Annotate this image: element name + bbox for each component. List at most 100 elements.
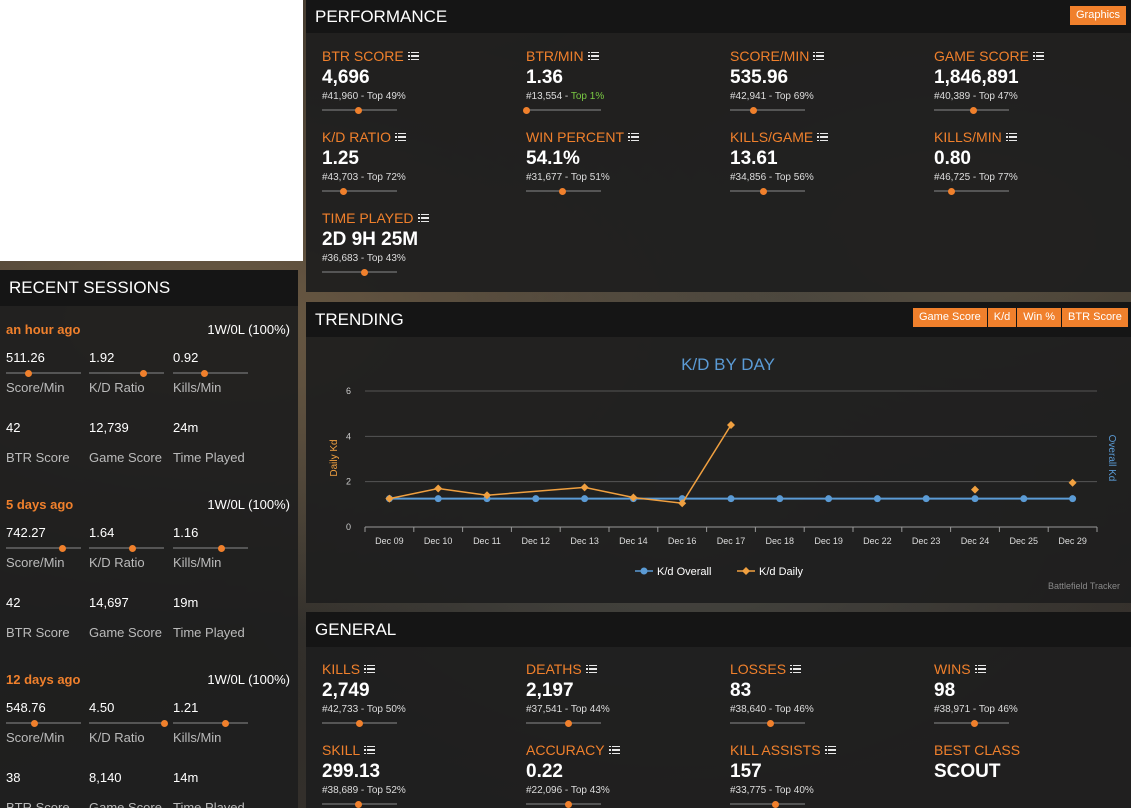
tab-game-score[interactable]: Game Score: [913, 308, 987, 327]
x-tick-label: Dec 13: [570, 536, 599, 546]
point-kd-daily[interactable]: [483, 491, 491, 500]
list-icon[interactable]: [628, 132, 639, 142]
list-icon[interactable]: [813, 51, 825, 61]
stat-value: 1,846,891: [934, 67, 1019, 88]
list-icon[interactable]: [585, 664, 597, 674]
session-stat-bar: [6, 544, 81, 552]
rank-top-percent: Top 47%: [978, 91, 1018, 102]
point-kd-overall[interactable]: [825, 495, 833, 503]
point-kd-daily[interactable]: [580, 483, 589, 492]
chart-grid: 0 2 4 6 Dec 09 Dec 10 Dec 11 Dec 12 Dec 13 Dec 14…: [346, 386, 1098, 546]
rank-number: #42,733: [322, 704, 359, 715]
legend-label-kd-daily[interactable]: K/d Daily: [759, 566, 804, 578]
point-kd-overall[interactable]: [727, 495, 735, 503]
point-kd-overall[interactable]: [971, 495, 979, 503]
list-icon[interactable]: [974, 664, 986, 674]
point-kd-overall[interactable]: [776, 495, 784, 503]
x-tick-label: Dec 16: [668, 536, 697, 546]
stat-deaths: DEATHS 2,197 #37,541 - Top 44%: [526, 661, 706, 727]
list-icon[interactable]: [1032, 51, 1044, 61]
point-kd-daily[interactable]: [971, 485, 979, 494]
list-icon[interactable]: [394, 132, 406, 142]
session-stat-label: Game Score: [89, 800, 162, 808]
session-stat-label: Kills/Min: [173, 555, 222, 570]
list-icon[interactable]: [1005, 132, 1017, 142]
rank-top-percent: Top 46%: [978, 704, 1018, 715]
tab-btr-score[interactable]: BTR Score: [1062, 308, 1128, 327]
session-stat-time-played: 14m Time Played: [173, 770, 253, 808]
list-icon[interactable]: [790, 664, 802, 674]
list-icon[interactable]: [364, 664, 376, 674]
point-kd-daily[interactable]: [434, 484, 443, 493]
rank-number: #37,541: [526, 704, 563, 715]
session-stat-btr-score: 38 BTR Score: [6, 770, 86, 808]
session-stat-value: 1.21: [173, 700, 199, 715]
session-result: 1W/0L (100%): [207, 322, 290, 337]
point-kd-daily[interactable]: [385, 494, 394, 503]
point-kd-daily[interactable]: [727, 421, 735, 429]
list-icon[interactable]: [608, 745, 620, 755]
rank-top-percent: Top 51%: [570, 172, 610, 183]
point-kd-daily[interactable]: [1068, 478, 1077, 487]
rank-top-percent: Top 44%: [570, 704, 610, 715]
rank-bar: [322, 268, 397, 276]
rank-marker: [354, 800, 362, 808]
stat-rank: #22,096 - Top 43%: [526, 785, 610, 796]
session-stat-value: 1.16: [173, 525, 199, 540]
rank-number: #13,554: [526, 91, 563, 102]
point-kd-overall[interactable]: [1020, 495, 1028, 503]
list-icon[interactable]: [364, 745, 376, 755]
rank-top-percent: Top 1%: [570, 91, 605, 102]
stat-label-text: KILLS/GAME: [730, 129, 814, 145]
stat-label: KILLS/MIN: [934, 129, 1114, 145]
stat-rank: #38,689 - Top 52%: [322, 785, 406, 796]
session-stat-label: K/D Ratio: [89, 380, 145, 395]
x-tick-label: Dec 14: [619, 536, 648, 546]
rank-bar: [322, 106, 397, 114]
tab-kd[interactable]: K/d: [987, 308, 1017, 327]
legend-label-kd-overall[interactable]: K/d Overall: [657, 566, 711, 578]
rank-bar: [526, 187, 601, 195]
x-tick-label: Dec 09: [375, 536, 404, 546]
stat-value: 13.61: [730, 148, 778, 169]
list-icon[interactable]: [407, 51, 419, 61]
session-stat-value: 1.64: [89, 525, 115, 540]
stat-label-text: KILLS/MIN: [934, 129, 1002, 145]
point-kd-overall[interactable]: [434, 495, 442, 503]
performance-title: PERFORMANCE: [315, 6, 448, 26]
point-kd-daily[interactable]: [629, 493, 638, 502]
stat-label: TIME PLAYED: [322, 210, 502, 226]
session-stat-marker: [31, 719, 38, 727]
point-kd-overall[interactable]: [581, 495, 589, 503]
list-icon[interactable]: [817, 132, 829, 142]
tab-win-percent[interactable]: Win %: [1017, 308, 1062, 327]
point-kd-daily[interactable]: [678, 499, 687, 508]
rank-marker: [361, 268, 369, 276]
session-stat-btr-score: 42 BTR Score: [6, 595, 86, 640]
stat-label: LOSSES: [730, 661, 910, 677]
session-stat-label: Score/Min: [6, 380, 65, 395]
session-stat-marker: [218, 544, 226, 552]
point-kd-overall[interactable]: [873, 495, 881, 503]
stat-value: 2,749: [322, 680, 370, 701]
point-kd-overall[interactable]: [1069, 495, 1077, 503]
list-icon[interactable]: [587, 51, 599, 61]
session-stat-label: K/D Ratio: [89, 730, 145, 745]
graphics-button[interactable]: Graphics: [1070, 6, 1127, 25]
stat-value: 1.36: [526, 67, 563, 88]
point-kd-overall[interactable]: [532, 495, 540, 503]
list-icon[interactable]: [824, 745, 836, 755]
session-stat-score-min: 548.76 Score/Min: [6, 700, 86, 745]
point-kd-overall[interactable]: [922, 495, 930, 503]
session-stat-bar: [89, 544, 164, 552]
session-stat-label: BTR Score: [6, 450, 70, 465]
stat-rank: #42,733 - Top 50%: [322, 704, 406, 715]
session-stat-marker: [58, 544, 66, 552]
list-icon[interactable]: [417, 213, 429, 223]
stat-value: 299.13: [322, 761, 381, 782]
session-stat-value: 14,697: [89, 595, 129, 610]
stat-btr-min: BTR/MIN 1.36 #13,554 - Top 1%: [523, 48, 706, 114]
stat-label-text: TIME PLAYED: [322, 210, 414, 226]
stat-label: GAME SCORE: [934, 48, 1114, 64]
session-header: 5 days ago 1W/0L (100%): [6, 497, 290, 512]
